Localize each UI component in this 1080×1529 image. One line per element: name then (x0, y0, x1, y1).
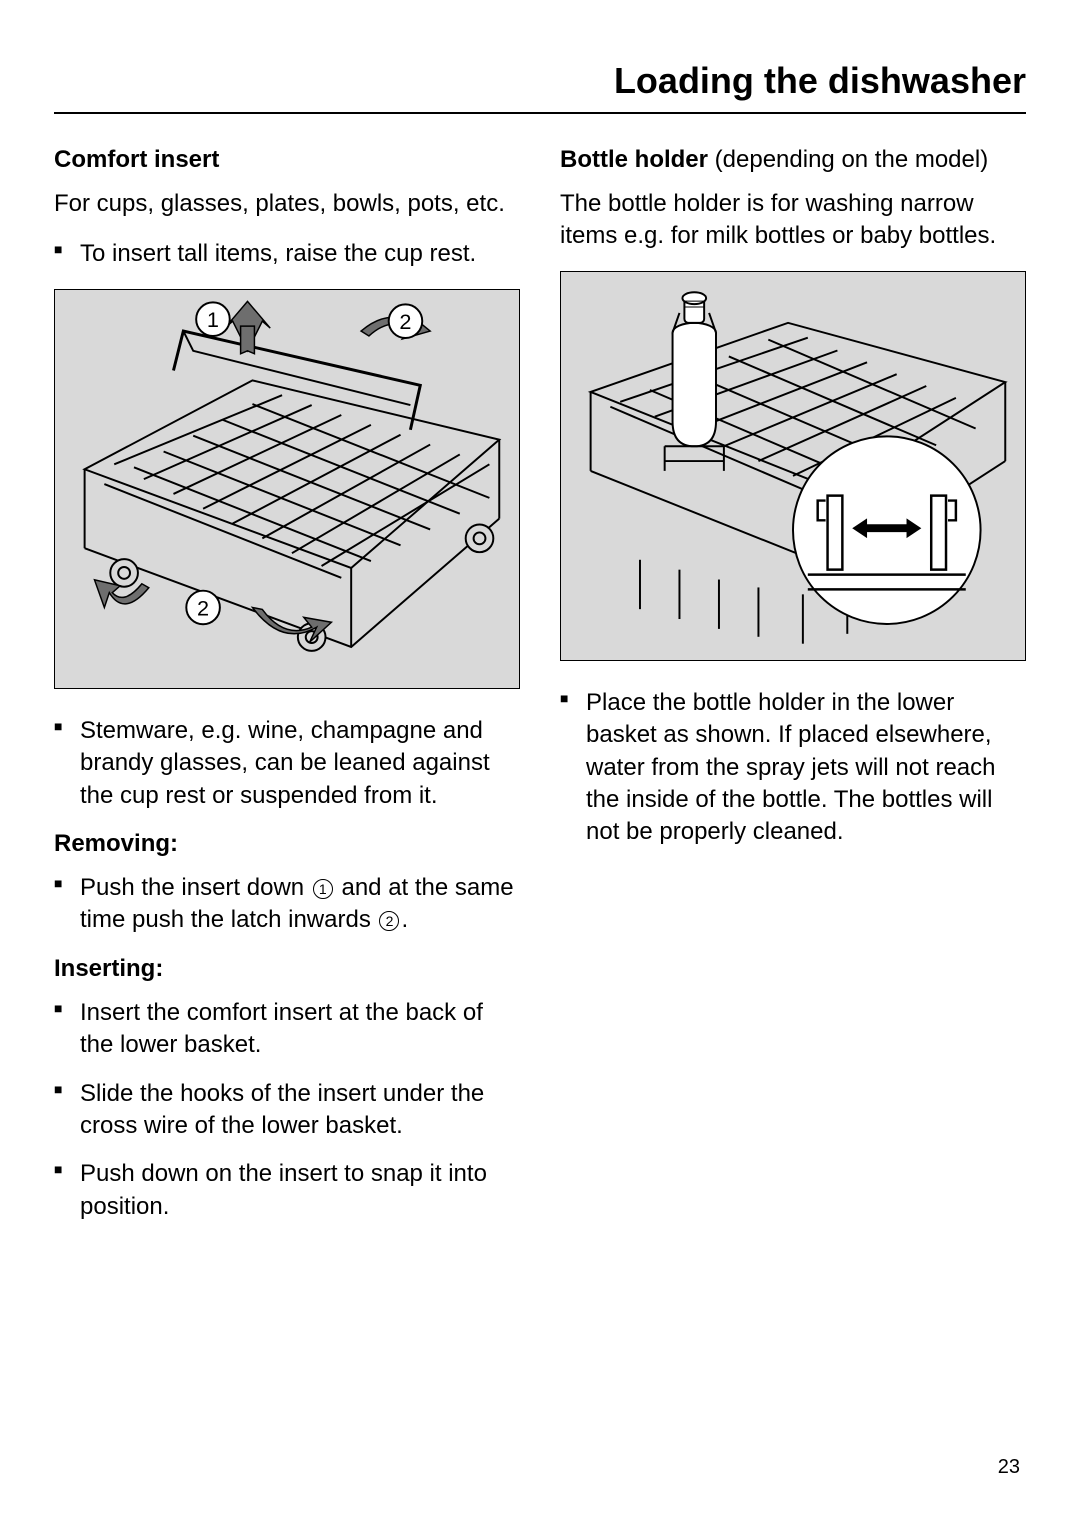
callout-1: 1 (207, 307, 219, 332)
bullet-slide-hooks: Slide the hooks of the insert under the … (54, 1078, 520, 1143)
heading-bottle-holder: Bottle holder (depending on the model) (560, 146, 1026, 174)
comfort-insert-diagram: 1 2 2 (55, 290, 519, 688)
heading-comfort-insert: Comfort insert (54, 146, 520, 174)
callout-2-top: 2 (399, 309, 411, 334)
bottle-holder-intro: The bottle holder is for washing narrow … (560, 188, 1026, 253)
comfort-bullet-list-1: To insert tall items, raise the cup rest… (54, 238, 520, 270)
bullet-push-insert-down: Push the insert down 1 and at the same t… (54, 872, 520, 937)
bullet-push-snap: Push down on the insert to snap it into … (54, 1158, 520, 1223)
bullet-insert-back: Insert the comfort insert at the back of… (54, 997, 520, 1062)
heading-inserting: Inserting: (54, 955, 520, 983)
circled-1: 1 (313, 879, 333, 899)
page-header: Loading the dishwasher (54, 60, 1026, 114)
content-columns: Comfort insert For cups, glasses, plates… (54, 146, 1026, 1241)
figure-comfort-insert: 1 2 2 (54, 289, 520, 689)
text-pre: Push the insert down (80, 874, 311, 901)
right-column: Bottle holder (depending on the model) T… (560, 146, 1026, 1241)
text-post: . (401, 906, 408, 933)
bottle-bullet-list: Place the bottle holder in the lower bas… (560, 687, 1026, 849)
left-column: Comfort insert For cups, glasses, plates… (54, 146, 520, 1241)
heading-bottle-holder-suffix: (depending on the model) (708, 146, 988, 173)
heading-removing: Removing: (54, 830, 520, 858)
bottle-holder-diagram (561, 272, 1025, 660)
figure-bottle-holder (560, 271, 1026, 661)
bullet-place-bottle-holder: Place the bottle holder in the lower bas… (560, 687, 1026, 849)
circled-2: 2 (379, 911, 399, 931)
page-title: Loading the dishwasher (614, 60, 1026, 101)
comfort-bullet-list-2: Stemware, e.g. wine, champagne and brand… (54, 715, 520, 812)
inserting-bullet-list: Insert the comfort insert at the back of… (54, 997, 520, 1223)
bullet-stemware: Stemware, e.g. wine, champagne and brand… (54, 715, 520, 812)
callout-2-bottom: 2 (197, 595, 209, 620)
bullet-raise-cup-rest: To insert tall items, raise the cup rest… (54, 238, 520, 270)
comfort-insert-intro: For cups, glasses, plates, bowls, pots, … (54, 188, 520, 220)
page-number: 23 (998, 1456, 1020, 1479)
heading-bottle-holder-bold: Bottle holder (560, 146, 708, 173)
removing-bullet-list: Push the insert down 1 and at the same t… (54, 872, 520, 937)
